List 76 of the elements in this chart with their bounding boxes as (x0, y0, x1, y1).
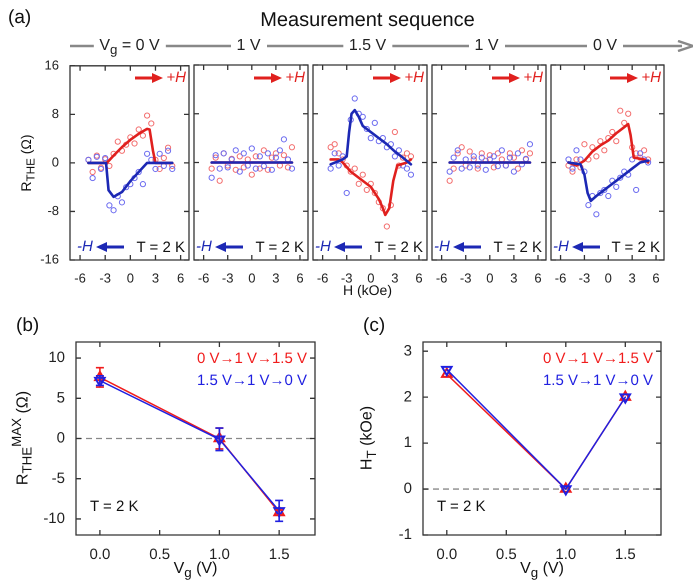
annotation: -H (553, 238, 569, 255)
y-tick-label: 0 (52, 154, 59, 170)
y-tick-label: -5 (52, 470, 65, 487)
y-tick-label: -1 (398, 526, 412, 544)
annotation: +H (166, 69, 186, 86)
text: 0 V→1 V→1.5 V (542, 349, 653, 369)
x-tick-label: -6 (74, 270, 86, 286)
x-tick-label: 3 (272, 270, 280, 286)
y-tick-label: 2 (404, 388, 412, 406)
x-tick-label: -6 (554, 270, 566, 286)
chart-subtitle: 0 V (586, 37, 624, 54)
x-tick-label: -6 (316, 270, 328, 286)
x-tick-label: 3 (628, 270, 636, 286)
annotation: T = 2 K (255, 239, 304, 256)
annotation: +H (641, 69, 661, 86)
series-label: 1.5 V→1 V→0 V (542, 371, 653, 391)
x-tick-label: 6 (177, 270, 184, 286)
annotation: +H (404, 69, 424, 86)
x-tick-label: 1.5 (268, 546, 290, 564)
chart-subtitle: V$_{g}$ = 0 V (93, 37, 166, 58)
text: (c) (363, 315, 386, 336)
y-tick-label: 3 (404, 342, 412, 360)
x-tick-label: 3 (510, 270, 518, 286)
annotation: T = 2 K (611, 239, 660, 256)
y-tick-label: -16 (40, 252, 59, 267)
x-tick-label: 0 (486, 270, 494, 286)
x-tick-label: 0.0 (89, 546, 110, 564)
annotation: T = 2 K (374, 239, 423, 256)
x-tick-label: 0.5 (496, 546, 517, 564)
x-tick-label: -3 (460, 270, 472, 286)
x-tick-label: 6 (534, 270, 542, 286)
annotation: T = 2 K (437, 498, 486, 515)
annotation: T = 2 K (136, 239, 185, 256)
x-tick-label: 0.0 (436, 546, 458, 564)
y-tick-label: 16 (44, 57, 59, 72)
x-tick-label: 1.5 (614, 546, 636, 564)
chart-subtitle: 1 V (230, 37, 267, 54)
x-tick-label: -3 (222, 270, 234, 286)
x-tick-label: -6 (436, 270, 448, 286)
text: 1.5 V→1 V→0 V (196, 371, 307, 391)
x-tick-label: 0.5 (149, 546, 170, 564)
text: (a) (8, 7, 32, 28)
y-tick-label: 8 (52, 106, 59, 121)
y-tick-label: 0 (404, 480, 412, 498)
y-tick-label: -8 (47, 203, 59, 218)
x-tick-label: 6 (415, 270, 423, 286)
annotation: -H (315, 238, 331, 255)
chart-title: Measurement sequence (260, 9, 475, 31)
y-tick-label: 0 (56, 430, 65, 447)
text: (b) (16, 315, 40, 336)
x-tick-label: -3 (578, 270, 590, 286)
x-tick-label: 6 (296, 270, 304, 286)
x-axis-title: V$_{g}$ (V) (520, 560, 564, 580)
x-tick-label: -6 (198, 270, 210, 286)
x-tick-label: 6 (652, 270, 660, 286)
y-tick-label: 10 (48, 349, 65, 366)
x-tick-label: -3 (99, 270, 111, 286)
y-tick-label: 1 (404, 434, 412, 452)
x-tick-label: 0 (126, 270, 134, 286)
x-axis-title: V$_{g}$ (V) (174, 560, 218, 580)
annotation: -H (196, 238, 212, 255)
annotation: -H (434, 238, 450, 255)
x-tick-label: 3 (152, 270, 160, 286)
annotation: T = 2 K (493, 239, 542, 256)
y-tick-label: 5 (56, 389, 65, 406)
annotation: +H (285, 69, 305, 86)
chart-subtitle: 1.5 V (342, 37, 392, 54)
chart-subtitle: 1 V (468, 37, 505, 54)
annotation: -H (77, 238, 93, 255)
y-tick-label: -10 (43, 510, 65, 528)
x-tick-label: 3 (391, 270, 399, 286)
annotation: +H (523, 69, 543, 86)
x-tick-label: 0 (604, 270, 612, 286)
x-tick-label: 0 (248, 270, 256, 286)
text: 0 V→1 V→1.5 V (196, 349, 307, 369)
annotation: T = 2 K (90, 498, 139, 515)
